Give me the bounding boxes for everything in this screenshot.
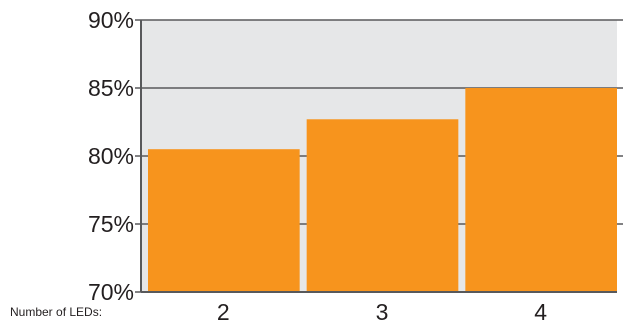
y-tick-label: 75% [88, 211, 134, 237]
bar-2 [148, 149, 300, 292]
x-category-label: 2 [217, 299, 230, 325]
y-tick-label: 90% [88, 7, 134, 33]
y-tick-labels: 70% 75% 80% 85% 90% [88, 7, 141, 305]
x-category-label: 3 [376, 299, 389, 325]
x-axis-label: Number of LEDs: [10, 305, 102, 319]
bar-4 [465, 88, 617, 292]
y-tick-label: 85% [88, 75, 134, 101]
y-tick-label: 70% [88, 279, 134, 305]
y-tick-label: 80% [88, 143, 134, 169]
x-category-label: 4 [534, 299, 547, 325]
bar-3 [306, 119, 459, 292]
bars [148, 88, 617, 292]
x-category-labels: 2 3 4 [217, 299, 547, 325]
